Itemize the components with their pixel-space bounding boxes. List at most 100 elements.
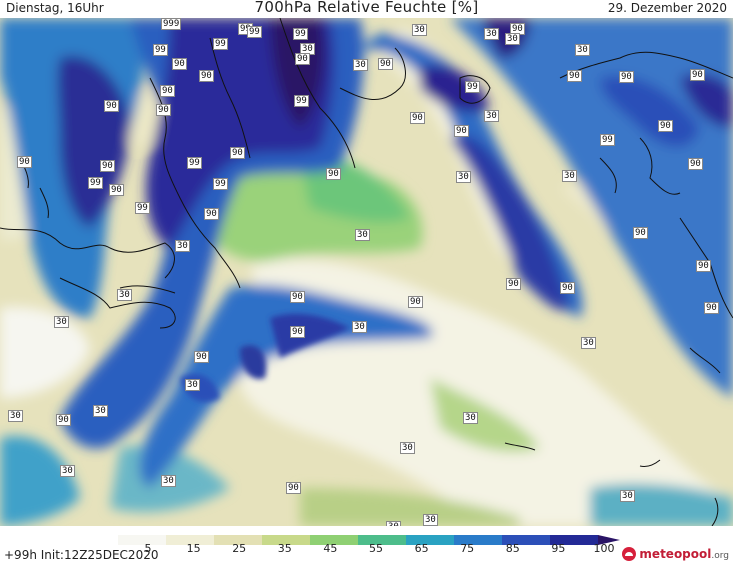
contour-label: 90 [194,351,209,363]
contour-label: 30 [463,412,478,424]
contour-label: 90 [295,53,310,65]
meteopool-logo-text: meteopool.org [639,547,729,561]
colorbar-tick: 45 [323,542,338,555]
contour-label: 90 [156,104,171,116]
forecast-init-label: +99h Init:12Z25DEC2020 [4,548,159,562]
colorbar-segment [406,535,455,545]
contour-label: 90 [199,70,214,82]
contour-label: 30 [484,110,499,122]
meteopool-logo[interactable]: meteopool.org [622,544,729,564]
contour-label: 90 [506,278,521,290]
contour-label: 30 [353,59,368,71]
contour-label: 30 [581,337,596,349]
contour-label: 99 [247,26,262,38]
contour-label: 30 [505,33,520,45]
contour-label: 99 [600,134,615,146]
colorbar-tick: 15 [186,542,201,555]
contour-label: 30 [161,475,176,487]
contour-label: 90 [100,160,115,172]
contour-label: 90 [560,282,575,294]
colorbar [118,530,620,545]
contour-label: 999 [161,18,182,30]
contour-label: 99 [293,28,308,40]
contour-label: 99 [88,177,103,189]
contour-label: 30 [620,490,635,502]
colorbar-tick: 65 [414,542,429,555]
contour-label: 30 [423,514,438,526]
colorbar-tick: 75 [460,542,475,555]
colorbar-arrow [598,535,620,545]
contour-label: 99 [187,157,202,169]
colorbar-segment [454,535,503,545]
contour-label: 30 [562,170,577,182]
colorbar-segment [502,535,551,545]
colorbar-segment [262,535,311,545]
contour-label: 30 [386,521,401,526]
contour-label: 90 [56,414,71,426]
contour-label: 90 [204,208,219,220]
contour-label: 90 [290,291,305,303]
colorbar-tick: 25 [232,542,247,555]
colorbar-scale [118,535,620,545]
contour-label: 30 [185,379,200,391]
colorbar-segment [550,535,599,545]
contour-label: 90 [619,71,634,83]
colorbar-segment [118,535,167,545]
contour-label: 90 [633,227,648,239]
valid-day-label: Dienstag, 16Uhr [6,1,104,15]
contour-label: 30 [175,240,190,252]
contour-label: 90 [704,302,719,314]
contour-label: 30 [54,316,69,328]
contour-label: 90 [696,260,711,272]
valid-date-label: 29. Dezember 2020 [607,1,727,15]
humidity-map: 999 99 99 90 90 99 90 99 90 90 99 99 99 30 90 99 90 90 90 9… [0,18,733,526]
contour-label: 90 [326,168,341,180]
colorbar-segment [166,535,215,545]
contour-label: 30 [8,410,23,422]
map-header: Dienstag, 16Uhr 700hPa Relative Feuchte … [0,0,733,18]
contour-label: 90 [690,69,705,81]
contour-label: 90 [17,156,32,168]
contour-label: 90 [290,326,305,338]
map-footer: 5 15 25 35 45 55 65 75 85 95 100 +99h Init:12Z25DE… [0,526,733,566]
coastlines [0,18,733,526]
contour-label: 90 [408,296,423,308]
colorbar-segment [214,535,263,545]
contour-label: 99 [135,202,150,214]
contour-label: 30 [117,289,132,301]
humidity-field [0,18,733,526]
contour-label: 90 [286,482,301,494]
contour-label: 30 [93,405,108,417]
contour-label: 99 [153,44,168,56]
colorbar-segment [358,535,407,545]
colorbar-segment [310,535,359,545]
colorbar-tick: 100 [593,542,615,555]
contour-label: 90 [172,58,187,70]
contour-label: 90 [230,147,245,159]
contour-label: 30 [400,442,415,454]
contour-label: 90 [410,112,425,124]
contour-label: 90 [567,70,582,82]
contour-label: 30 [352,321,367,333]
contour-label: 30 [60,465,75,477]
colorbar-tick: 85 [505,542,520,555]
colorbar-tick: 95 [551,542,566,555]
colorbar-tick: 35 [277,542,292,555]
contour-label: 99 [465,81,480,93]
contour-label: 30 [412,24,427,36]
contour-label: 99 [294,95,309,107]
contour-label: 90 [104,100,119,112]
contour-label: 30 [456,171,471,183]
contour-label: 99 [213,178,228,190]
contour-label: 90 [160,85,175,97]
contour-label: 30 [355,229,370,241]
contour-label: 30 [575,44,590,56]
colorbar-tick: 5 [144,542,152,555]
colorbar-tick: 55 [369,542,383,555]
map-title: 700hPa Relative Feuchte [%] [254,0,479,16]
contour-label: 90 [378,58,393,70]
meteopool-logo-icon [622,547,637,561]
contour-label: 30 [484,28,499,40]
contour-label: 90 [109,184,124,196]
contour-label: 99 [213,38,228,50]
